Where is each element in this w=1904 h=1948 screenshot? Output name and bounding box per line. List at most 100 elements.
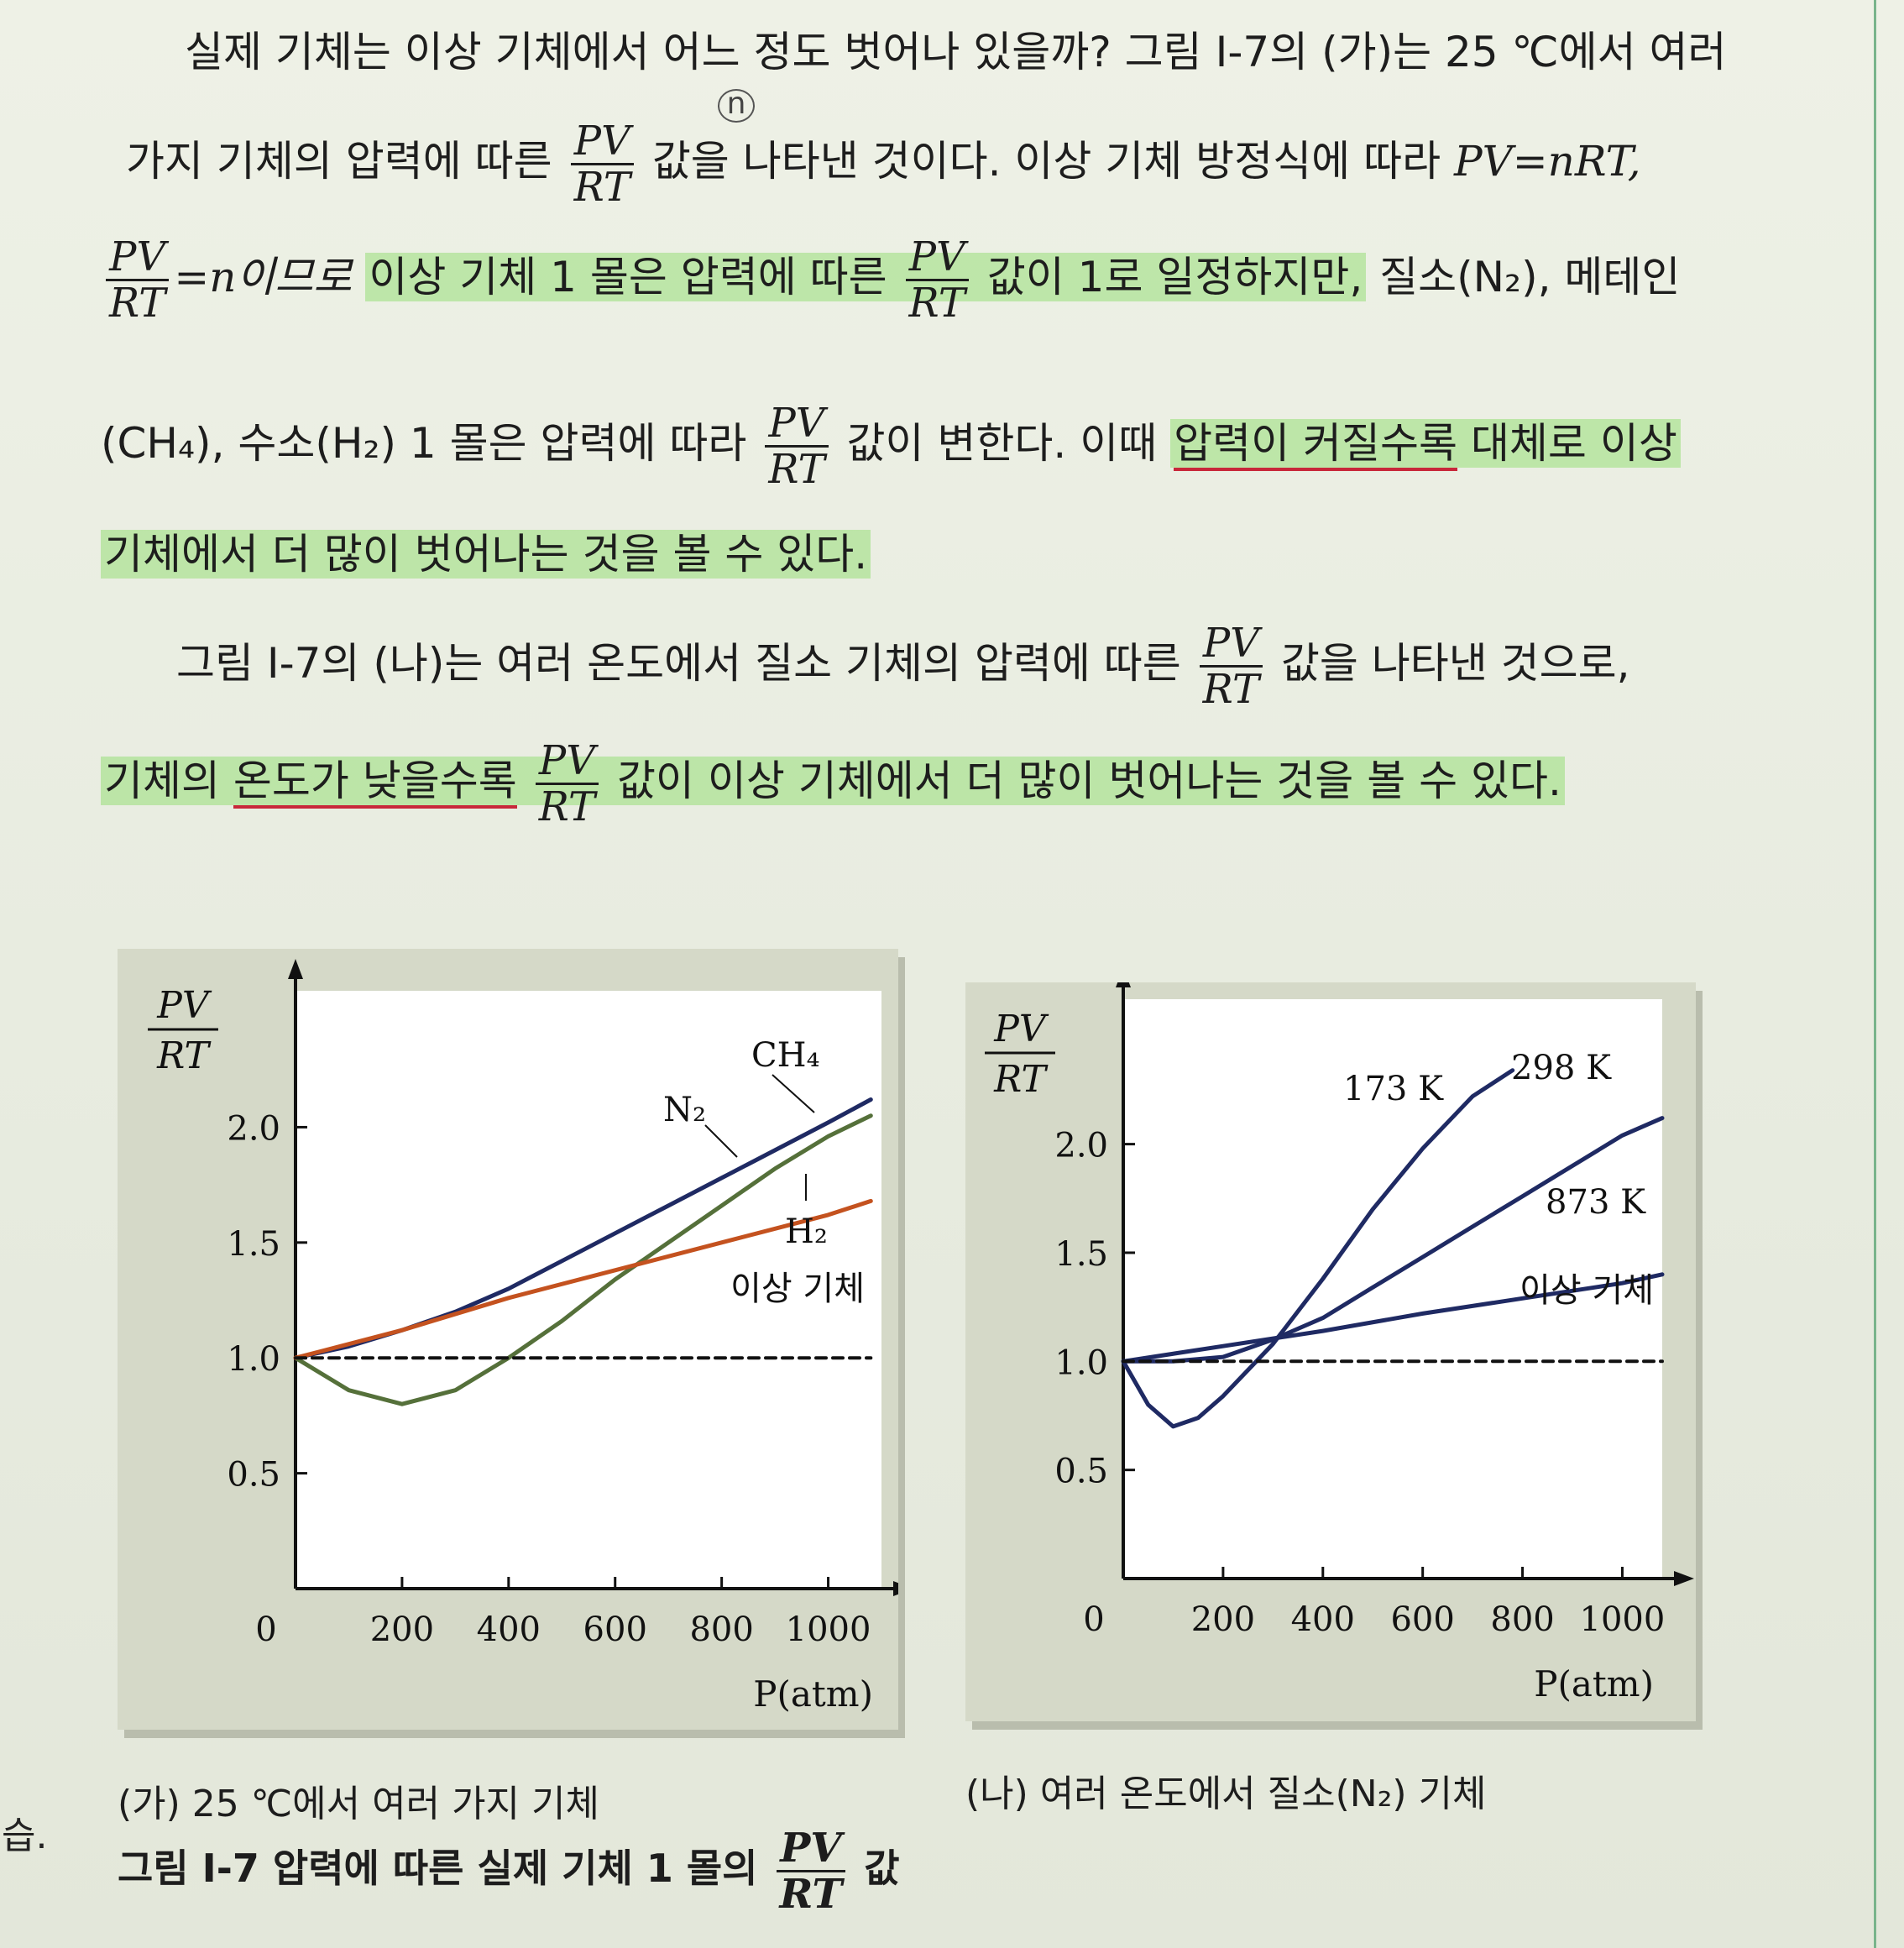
y-tick-label: 2.0 — [1054, 1127, 1108, 1165]
figure-a-panel: 0.5 1.0 1.5 2.0 200 400 600 800 1000 0 PV RT P(atm) C… — [118, 949, 898, 1730]
p1-line-4b: 값이 변한다. 이때 — [846, 419, 1158, 468]
highlight-temperature: 기체의 온도가 낮을수록 PV RT 값이 이상 기체에서 더 많이 벗어나는 것… — [101, 739, 1565, 829]
p1-line-5: 기체에서 더 많이 벗어나는 것을 볼 수 있다. — [101, 529, 871, 579]
fraction-pv-rt: PV RT — [905, 235, 969, 327]
figure-title: 그림 I-7 압력에 따른 실제 기체 1 몰의 PV RT 값 — [118, 1822, 900, 1918]
y-axis-label-num: PV — [156, 984, 212, 1027]
p2-line-1a: 그림 Ⅰ-7의 (나)는 여러 온도에서 질소 기체의 압력에 따른 — [176, 639, 1181, 688]
x-tick-label: 1000 — [1580, 1600, 1666, 1639]
p2-line-1: 그림 Ⅰ-7의 (나)는 여러 온도에서 질소 기체의 압력에 따른 PV RT … — [176, 613, 1630, 714]
p1-line-2: 가지 기체의 압력에 따른 PV RT 값을 나타낸 것이다. 이상 기체 방정식… — [126, 111, 1641, 212]
figure-title-suffix: 값 — [864, 1846, 900, 1891]
fraction-pv-rt: PV RT — [535, 739, 599, 830]
label-leader — [704, 1124, 738, 1158]
series-label-173-k: 173 K — [1343, 1070, 1444, 1108]
series-label-873-k: 873 K — [1546, 1183, 1646, 1222]
fraction-num: PV — [776, 1826, 846, 1872]
p1-line-3: PV RT =n이므로 이상 기체 1 몰은 압력에 따른 PV RT 값이 1로 일… — [101, 227, 1680, 327]
series-label-ideal-gas: 이상 기체 — [730, 1270, 865, 1308]
highlight-deviation: 기체에서 더 많이 벗어나는 것을 볼 수 있다. — [101, 530, 871, 579]
fraction-num: PV — [905, 235, 969, 281]
x-tick-label: 400 — [1291, 1600, 1355, 1639]
y-tick-label: 1.5 — [227, 1225, 280, 1264]
series-label-298-k: 298 K — [1511, 1049, 1612, 1087]
x-axis-label: P(atm) — [753, 1673, 873, 1715]
p2-line-1b: 값을 나타낸 것으로, — [1280, 639, 1630, 688]
fraction-den: RT — [1202, 666, 1259, 713]
p1-line-4d: 대체로 이상 — [1470, 419, 1677, 468]
x-tick-label: 400 — [477, 1610, 541, 1649]
p2-line-2: 기체의 온도가 낮을수록 PV RT 값이 이상 기체에서 더 많이 벗어나는 것… — [101, 730, 1565, 831]
x-tick-label: 200 — [370, 1610, 434, 1649]
series-873-k — [1121, 1272, 1665, 1364]
fraction-pv-rt: PV RT — [1199, 621, 1263, 713]
p2-line-2a: 기체의 — [104, 757, 220, 805]
series-label-n: N₂ — [663, 1091, 706, 1129]
series-label-ch: CH₄ — [751, 1036, 820, 1075]
y-axis-label-den: RT — [993, 1058, 1049, 1101]
fraction-pv-rt: PV RT — [765, 401, 829, 493]
origin-label: 0 — [255, 1610, 276, 1649]
y-tick-label: 1.0 — [1054, 1343, 1108, 1382]
figure-a-caption: (가) 25 ℃에서 여러 가지 기체 — [118, 1783, 599, 1825]
y-axis-label-den: RT — [156, 1034, 212, 1077]
p1-line-4: (CH₄), 수소(H₂) 1 몰은 압력에 따라 PV RT 값이 변한다. 이… — [101, 393, 1681, 494]
x-tick-label: 1000 — [786, 1610, 871, 1649]
highlight-ideal-constant: 이상 기체 1 몰은 압력에 따른 PV RT 값이 1로 일정하지만, — [365, 235, 1367, 325]
plot-area — [296, 991, 881, 1589]
figure-b-chart: 0.5 1.0 1.5 2.0 200 400 600 800 1000 0 PV RT P(atm) 1… — [985, 982, 1694, 1704]
p1-line-1: 실제 기체는 이상 기체에서 어느 정도 벗어나 있을까? 그림 Ⅰ-7의 (가… — [185, 27, 1727, 77]
x-axis-arrow — [1674, 1571, 1694, 1586]
x-tick-label: 600 — [1390, 1600, 1454, 1639]
label-leader — [772, 1074, 815, 1113]
figure-a-chart: 0.5 1.0 1.5 2.0 200 400 600 800 1000 0 PV RT P(atm) C… — [148, 959, 898, 1715]
figure-b-caption: (나) 여러 온도에서 질소(N₂) 기체 — [965, 1773, 1487, 1815]
figure-b-panel: 0.5 1.0 1.5 2.0 200 400 600 800 1000 0 PV RT P(atm) 1… — [965, 982, 1696, 1721]
fraction-pv-rt: PV RT — [106, 235, 170, 327]
figure-title-text: 그림 I-7 압력에 따른 실제 기체 1 몰의 — [118, 1846, 758, 1891]
p2-line-2c: 값이 이상 기체에서 더 많이 벗어나는 것을 볼 수 있다. — [616, 757, 1561, 805]
x-axis-label: P(atm) — [1534, 1663, 1654, 1704]
fraction-den: RT — [109, 280, 166, 327]
series-h — [293, 1198, 873, 1360]
y-tick-label: 0.5 — [227, 1456, 280, 1495]
fraction-num: PV — [570, 119, 634, 165]
fraction-num: PV — [535, 739, 599, 785]
fraction-den: RT — [538, 783, 596, 830]
fraction-den: RT — [908, 280, 965, 327]
x-tick-label: 800 — [1490, 1600, 1554, 1639]
margin-text: 습. — [2, 1814, 48, 1857]
fraction-den: RT — [779, 1871, 843, 1918]
fraction-num: PV — [1199, 621, 1263, 668]
y-axis-arrow — [1116, 982, 1131, 987]
fraction-num: PV — [106, 235, 170, 281]
underline-temperature: 온도가 낮을수록 — [233, 757, 517, 809]
origin-label: 0 — [1083, 1600, 1104, 1639]
x-tick-label: 600 — [583, 1610, 647, 1649]
margin-rule-right — [1874, 0, 1876, 1948]
series-label-ideal-gas: 이상 기체 — [1520, 1271, 1654, 1310]
y-tick-label: 0.5 — [1054, 1453, 1108, 1491]
series-298-k — [1121, 1116, 1665, 1364]
fraction-den: RT — [768, 446, 825, 493]
series-173-k — [1121, 1068, 1515, 1429]
fraction-den: RT — [573, 164, 630, 211]
y-tick-label: 1.5 — [1054, 1235, 1108, 1274]
fraction-num: PV — [765, 401, 829, 448]
fraction-pv-rt: PV RT — [776, 1826, 846, 1918]
p1-line-2a: 가지 기체의 압력에 따른 — [126, 137, 552, 186]
p1-line-4a: (CH₄), 수소(H₂) 1 몰은 압력에 따라 — [101, 419, 747, 468]
x-tick-label: 800 — [689, 1610, 753, 1649]
ideal-gas-equation: PV=nRT, — [1453, 137, 1641, 186]
p1-line-3b: 이상 기체 1 몰은 압력에 따른 — [369, 253, 887, 301]
series-label-h: H₂ — [785, 1212, 828, 1251]
y-axis-arrow — [288, 959, 303, 979]
fraction-pv-rt: PV RT — [570, 119, 634, 211]
p1-line-3d: 질소(N₂), 메테인 — [1379, 253, 1681, 301]
x-axis-arrow — [893, 1581, 898, 1596]
y-tick-label: 2.0 — [227, 1109, 280, 1148]
series-n — [293, 1113, 873, 1406]
x-tick-label: 200 — [1191, 1600, 1255, 1639]
y-tick-label: 1.0 — [227, 1340, 280, 1379]
